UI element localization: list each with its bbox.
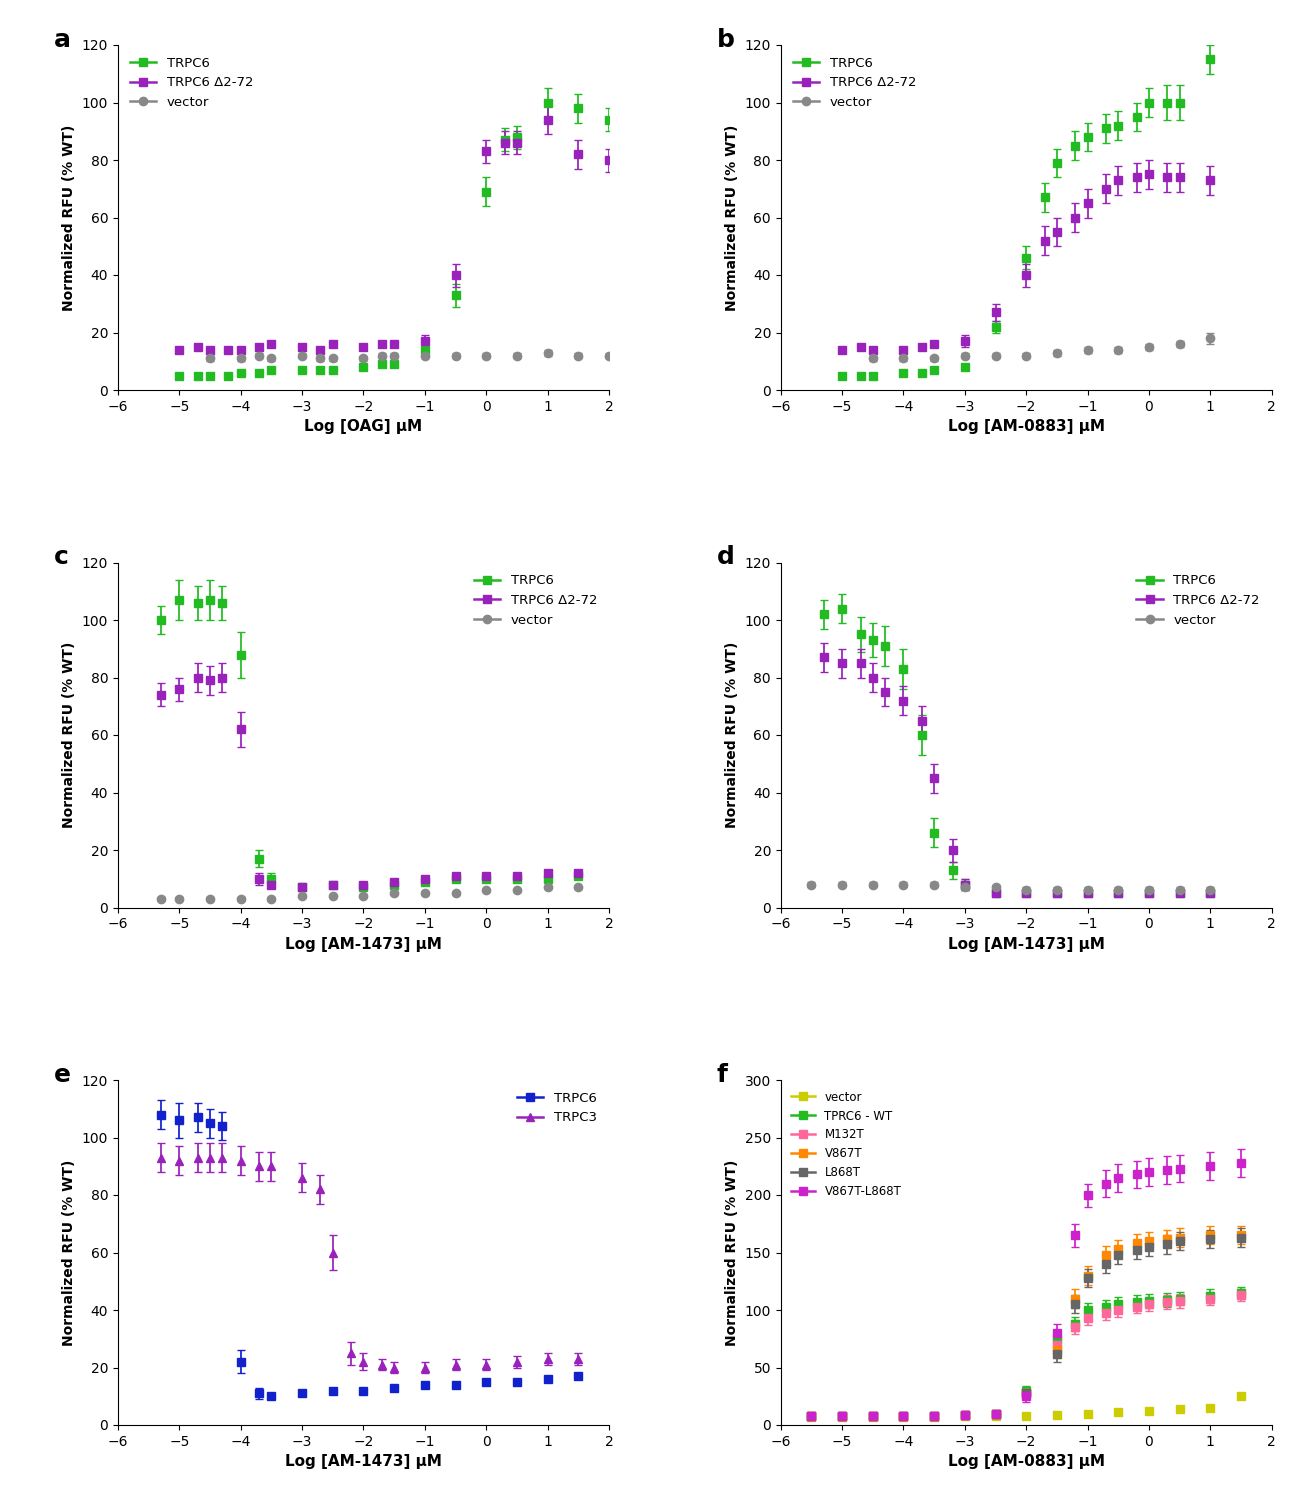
Legend: TRPC6, TRPC6 Δ2-72, vector: TRPC6, TRPC6 Δ2-72, vector xyxy=(788,51,922,114)
X-axis label: Log [AM-1473] μM: Log [AM-1473] μM xyxy=(284,938,442,952)
Text: b: b xyxy=(717,28,734,53)
X-axis label: Log [AM-1473] μM: Log [AM-1473] μM xyxy=(948,938,1105,952)
Legend: TRPC6, TRPC6 Δ2-72, vector: TRPC6, TRPC6 Δ2-72, vector xyxy=(1131,568,1265,632)
Y-axis label: Normalized RFU (% WT): Normalized RFU (% WT) xyxy=(725,642,739,828)
Legend: TRPC6, TRPC6 Δ2-72, vector: TRPC6, TRPC6 Δ2-72, vector xyxy=(468,568,602,632)
Text: e: e xyxy=(54,1062,71,1086)
Text: a: a xyxy=(54,28,71,53)
Y-axis label: Normalized RFU (% WT): Normalized RFU (% WT) xyxy=(725,124,739,310)
Text: d: d xyxy=(717,546,734,570)
Text: c: c xyxy=(54,546,69,570)
Legend: TRPC6, TRPC3: TRPC6, TRPC3 xyxy=(511,1086,602,1130)
Y-axis label: Normalized RFU (% WT): Normalized RFU (% WT) xyxy=(63,1160,76,1346)
X-axis label: Log [OAG] μM: Log [OAG] μM xyxy=(304,420,422,435)
Y-axis label: Normalized RFU (% WT): Normalized RFU (% WT) xyxy=(725,1160,739,1346)
Legend: vector, TPRC6 - WT, M132T, V867T, L868T, V867T-L868T: vector, TPRC6 - WT, M132T, V867T, L868T,… xyxy=(787,1086,906,1203)
Y-axis label: Normalized RFU (% WT): Normalized RFU (% WT) xyxy=(63,642,76,828)
Y-axis label: Normalized RFU (% WT): Normalized RFU (% WT) xyxy=(63,124,76,310)
X-axis label: Log [AM-0883] μM: Log [AM-0883] μM xyxy=(948,1455,1105,1470)
X-axis label: Log [AM-1473] μM: Log [AM-1473] μM xyxy=(284,1455,442,1470)
X-axis label: Log [AM-0883] μM: Log [AM-0883] μM xyxy=(948,420,1105,435)
Legend: TRPC6, TRPC6 Δ2-72, vector: TRPC6, TRPC6 Δ2-72, vector xyxy=(125,51,258,114)
Text: f: f xyxy=(717,1062,728,1086)
